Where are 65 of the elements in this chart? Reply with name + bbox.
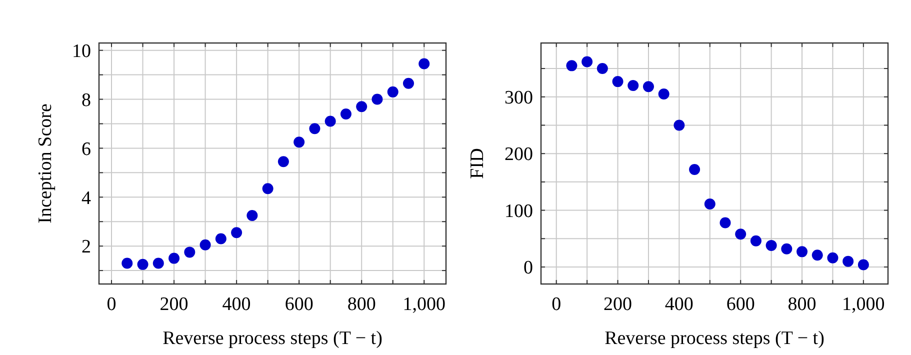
y-axis-title: Inception Score <box>35 104 56 224</box>
point <box>781 243 792 254</box>
point <box>827 252 838 264</box>
point <box>246 210 258 221</box>
point <box>689 164 700 175</box>
point <box>582 56 593 68</box>
y-tick-label: 4 <box>82 188 92 209</box>
point <box>294 136 305 148</box>
point <box>152 258 164 269</box>
point <box>200 239 211 250</box>
point <box>704 198 716 210</box>
point <box>356 101 368 112</box>
y-tick-label: 200 <box>504 144 533 166</box>
point <box>674 120 685 131</box>
x-tick-label: 200 <box>604 294 632 315</box>
point <box>324 116 336 127</box>
point <box>796 246 808 258</box>
point <box>628 80 639 92</box>
point <box>168 252 180 264</box>
point <box>720 217 731 228</box>
y-axis-title: FID <box>467 148 488 179</box>
x-tick-label: 1,000 <box>842 294 885 315</box>
point <box>372 94 383 105</box>
y-tick-label: 100 <box>504 200 533 222</box>
x-tick-label: 0 <box>106 294 116 315</box>
x-tick-label: 200 <box>160 294 188 315</box>
point <box>340 108 352 120</box>
point <box>184 246 196 258</box>
point <box>735 228 746 240</box>
point <box>766 240 777 251</box>
point <box>842 256 854 267</box>
x-tick-label: 400 <box>222 294 251 315</box>
y-tick-label: 10 <box>72 40 91 62</box>
point <box>231 227 242 238</box>
x-tick-label: 1,000 <box>402 294 446 315</box>
point <box>262 183 274 194</box>
x-axis-title: Reverse process steps (T − t) <box>162 328 382 349</box>
x-tick-label: 800 <box>788 294 816 315</box>
point <box>215 233 226 244</box>
point <box>812 250 823 261</box>
point <box>387 86 398 98</box>
y-tick-label: 300 <box>504 88 533 109</box>
point <box>612 76 624 88</box>
y-tick-label: 0 <box>524 258 533 279</box>
point <box>750 235 762 246</box>
point <box>278 156 289 168</box>
point <box>566 60 578 72</box>
y-tick-label: 2 <box>82 236 91 258</box>
point <box>402 78 414 89</box>
x-tick-label: 600 <box>284 294 314 315</box>
x-tick-label: 400 <box>664 294 694 315</box>
y-tick-label: 6 <box>82 138 91 160</box>
point <box>658 88 670 100</box>
y-tick-label: 8 <box>82 90 91 111</box>
x-tick-label: 0 <box>552 294 562 315</box>
point <box>418 58 430 70</box>
point <box>137 258 148 270</box>
point <box>858 259 869 270</box>
x-axis-title: Reverse process steps (T − t) <box>604 328 824 349</box>
x-tick-label: 800 <box>347 294 376 315</box>
point <box>642 81 654 92</box>
point <box>122 258 133 269</box>
point <box>309 123 320 134</box>
point <box>596 63 608 74</box>
x-tick-label: 600 <box>726 294 755 315</box>
